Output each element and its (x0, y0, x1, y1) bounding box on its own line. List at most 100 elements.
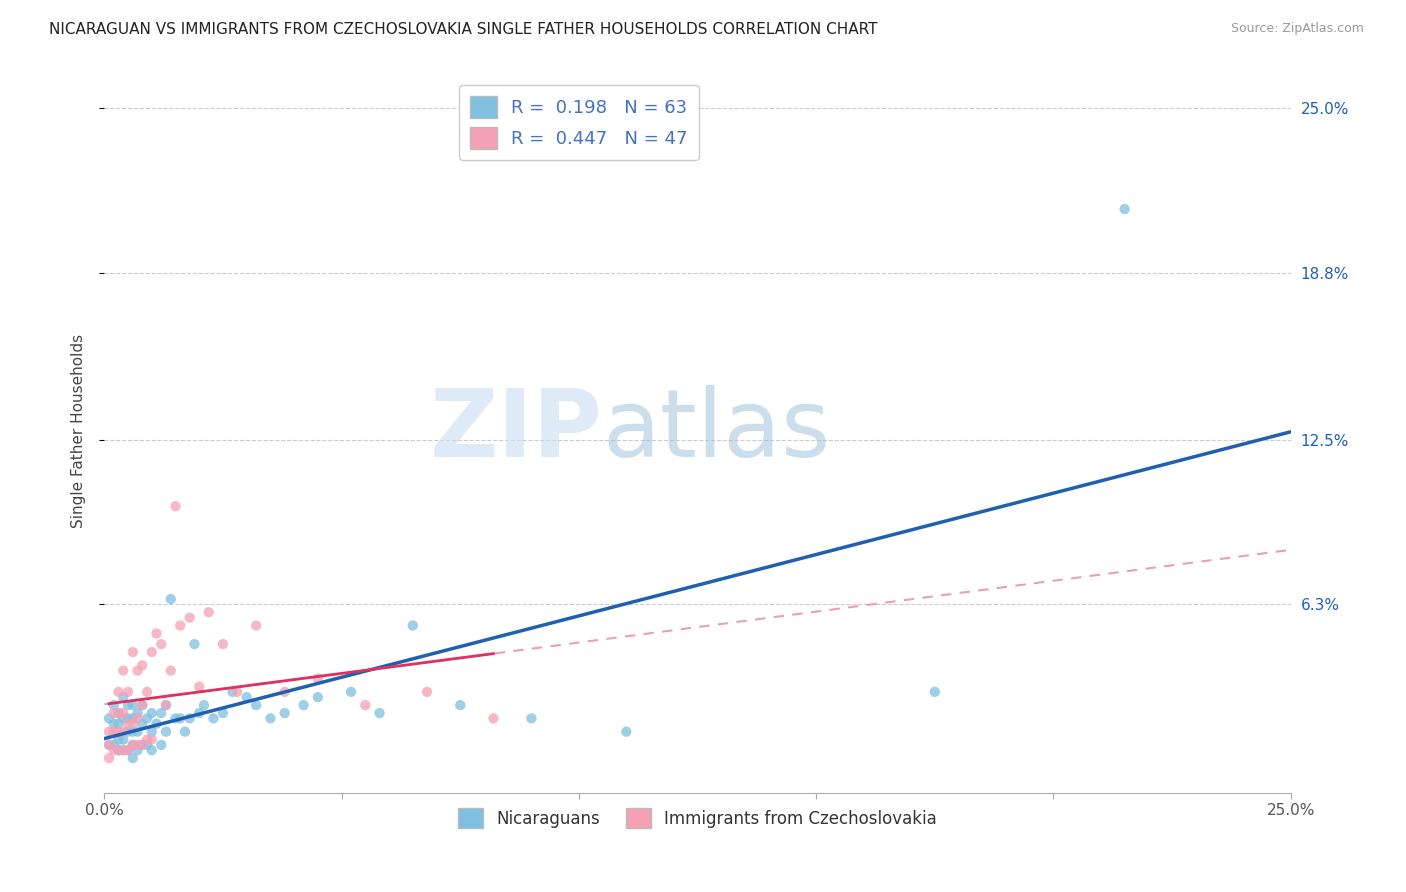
Point (1114, 202, 1136, 216)
Point (159, 664, 181, 678)
Text: atlas: atlas (603, 384, 831, 476)
Point (121, 751, 143, 765)
Y-axis label: Single Father Households: Single Father Households (72, 334, 86, 528)
Point (98, 711, 121, 725)
Legend: Nicaraguans, Immigrants from Czechoslovakia: Nicaraguans, Immigrants from Czechoslova… (451, 801, 943, 835)
Text: NICARAGUAN VS IMMIGRANTS FROM CZECHOSLOVAKIA SINGLE FATHER HOUSEHOLDS CORRELATIO: NICARAGUAN VS IMMIGRANTS FROM CZECHOSLOV… (49, 22, 877, 37)
Point (165, 711, 187, 725)
Point (614, 724, 637, 739)
Point (416, 685, 439, 699)
Point (155, 724, 177, 739)
Point (174, 724, 197, 739)
Point (112, 690, 135, 705)
Point (103, 724, 125, 739)
Text: ZIP: ZIP (430, 384, 603, 476)
Point (136, 732, 159, 747)
Point (131, 716, 153, 731)
Point (112, 732, 135, 747)
Point (212, 706, 235, 720)
Point (103, 698, 125, 712)
Point (141, 743, 163, 757)
Point (112, 664, 135, 678)
Point (307, 690, 329, 705)
Point (117, 711, 139, 725)
Point (169, 711, 191, 725)
Point (197, 605, 219, 619)
Point (107, 724, 129, 739)
Point (127, 664, 149, 678)
Point (150, 706, 173, 720)
Point (131, 738, 153, 752)
Point (202, 711, 225, 725)
Point (150, 637, 173, 651)
Point (121, 711, 143, 725)
Point (117, 716, 139, 731)
Point (107, 685, 129, 699)
Point (145, 716, 167, 731)
Point (121, 716, 143, 731)
Point (188, 706, 211, 720)
Point (117, 698, 139, 712)
Point (449, 698, 471, 712)
Point (117, 685, 139, 699)
Point (98, 738, 121, 752)
Point (127, 743, 149, 757)
Point (169, 618, 191, 632)
Point (188, 680, 211, 694)
Point (136, 738, 159, 752)
Point (159, 592, 181, 607)
Point (179, 610, 201, 624)
Point (136, 685, 159, 699)
Point (127, 738, 149, 752)
Point (127, 706, 149, 720)
Point (103, 743, 125, 757)
Point (136, 711, 159, 725)
Point (121, 698, 143, 712)
Point (245, 698, 267, 712)
Point (193, 698, 215, 712)
Point (121, 738, 143, 752)
Point (127, 711, 149, 725)
Point (245, 618, 267, 632)
Point (402, 618, 425, 632)
Point (141, 724, 163, 739)
Point (482, 711, 505, 725)
Point (354, 698, 377, 712)
Point (226, 685, 249, 699)
Point (340, 685, 363, 699)
Point (131, 698, 153, 712)
Point (273, 706, 295, 720)
Point (107, 743, 129, 757)
Point (107, 743, 129, 757)
Point (112, 711, 135, 725)
Point (368, 706, 391, 720)
Point (145, 626, 167, 640)
Point (112, 724, 135, 739)
Point (131, 738, 153, 752)
Point (141, 706, 163, 720)
Point (107, 706, 129, 720)
Point (103, 738, 125, 752)
Point (112, 743, 135, 757)
Point (98, 724, 121, 739)
Point (127, 724, 149, 739)
Point (183, 637, 205, 651)
Point (212, 637, 235, 651)
Point (924, 685, 946, 699)
Point (117, 743, 139, 757)
Point (165, 499, 187, 513)
Point (259, 711, 281, 725)
Point (107, 706, 129, 720)
Point (121, 738, 143, 752)
Point (150, 738, 173, 752)
Point (141, 645, 163, 659)
Point (121, 724, 143, 739)
Point (221, 685, 243, 699)
Point (131, 698, 153, 712)
Point (155, 698, 177, 712)
Point (292, 698, 315, 712)
Point (98, 751, 121, 765)
Point (112, 743, 135, 757)
Point (179, 711, 201, 725)
Point (103, 706, 125, 720)
